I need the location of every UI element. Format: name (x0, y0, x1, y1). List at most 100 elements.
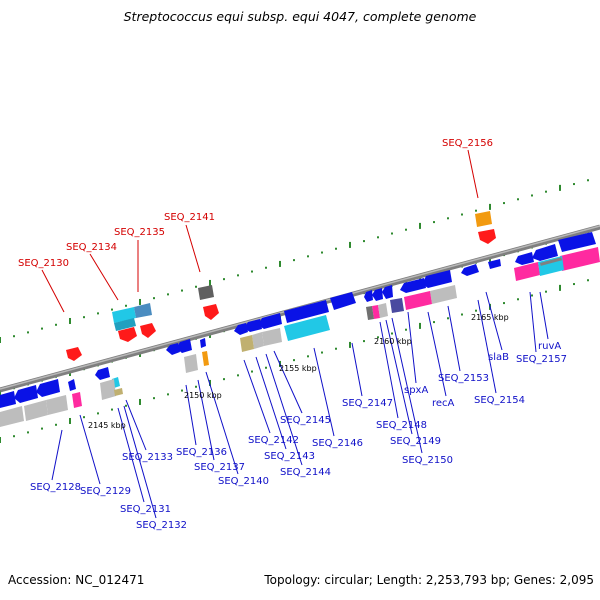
gene-label: SEQ_2141 (164, 212, 215, 223)
scale-label: 2160 kbp (374, 337, 412, 346)
gene-block (378, 303, 388, 318)
gene-block (372, 305, 380, 319)
leader-line (205, 371, 239, 475)
leader-line (385, 319, 413, 435)
leader-line (313, 347, 335, 437)
leader-line (477, 299, 497, 394)
leader-line (427, 311, 447, 397)
leader-line (539, 291, 549, 340)
gene-block (330, 292, 356, 310)
gene-label: SEQ_2132 (136, 520, 187, 531)
leader-line (467, 149, 479, 199)
leader-line (351, 342, 363, 397)
gene-label: SEQ_2137 (194, 462, 245, 473)
gene-block (114, 388, 123, 396)
gene-label-leaders (41, 149, 549, 519)
gene-arrow (234, 323, 248, 335)
gene-block (514, 262, 540, 281)
gene-block (202, 351, 209, 366)
gene-block (134, 303, 152, 318)
gene-label: SEQ_2143 (264, 451, 315, 462)
gene-label: SEQ_2148 (376, 420, 427, 431)
leader-line (79, 414, 101, 485)
gene-label: SEQ_2136 (176, 447, 227, 458)
rna-arrow (118, 327, 137, 342)
gene-label: SEQ_2129 (80, 486, 131, 497)
gene-arrow (382, 285, 393, 299)
gene-block (184, 354, 198, 373)
leader-line (125, 399, 147, 451)
gene-block (24, 400, 48, 421)
gene-label: SEQ_2153 (438, 373, 489, 384)
gene-block (100, 379, 116, 400)
gene-arrow (244, 319, 262, 332)
gene-label: SEQ_2154 (474, 395, 525, 406)
rna-arrow (140, 323, 156, 338)
tick-row-outer (0, 179, 589, 343)
gene-arrow (532, 244, 558, 261)
gene-arrow (258, 313, 282, 329)
gene-block (46, 395, 68, 415)
scale-label: 2165 kbp (471, 313, 509, 322)
gene-label: SEQ_2131 (120, 504, 171, 515)
gene-label: SEQ_2144 (280, 467, 331, 478)
topology-summary: Topology: circular; Length: 2,253,793 bp… (264, 573, 594, 587)
leader-line (41, 269, 65, 313)
gene-label: slaB (488, 352, 509, 363)
gene-label: ruvA (538, 341, 561, 352)
gene-block (560, 247, 600, 271)
gene-label: SEQ_2134 (66, 242, 117, 253)
rna-arrow (203, 304, 219, 320)
leader-line (89, 253, 119, 301)
gene-block (430, 285, 457, 304)
gene-arrow (488, 259, 501, 269)
gene-block (366, 306, 374, 320)
gene-arrow (372, 288, 383, 301)
gene-label: SEQ_2149 (390, 436, 441, 447)
gene-label: SEQ_2130 (18, 258, 69, 269)
gene-block (284, 315, 330, 341)
gene-block (114, 318, 136, 331)
leader-line (447, 305, 461, 372)
gene-block (262, 328, 282, 346)
scale-label: 2155 kbp (279, 364, 317, 373)
gene-arrow (515, 252, 534, 265)
gene-arrow (95, 367, 110, 380)
gene-arrow (36, 379, 60, 397)
leader-line (485, 291, 503, 351)
gene-arrow (400, 278, 426, 293)
scale-label: 2145 kbp (88, 421, 126, 430)
gene-label: SEQ_2128 (30, 482, 81, 493)
gene-arrow (176, 339, 192, 353)
gene-block (390, 298, 404, 313)
scale-label: 2150 kbp (184, 391, 222, 400)
gene-label: SEQ_2146 (312, 438, 363, 449)
gene-label: recA (432, 398, 455, 409)
leader-line (197, 379, 215, 461)
scale-labels: 2145 kbp 2150 kbp 2155 kbp 2160 kbp 2165 kbp (88, 313, 509, 430)
gene-arrow (461, 264, 479, 276)
gene-block (284, 300, 329, 323)
gene-labels: SEQ_2130 SEQ_2134 SEQ_2135 SEQ_2141 SEQ_2156… (18, 138, 567, 531)
map-title: Streptococcus equi subsp. equi 4047, com… (123, 9, 477, 24)
gene-arrow (200, 338, 206, 348)
gene-label: SEQ_2140 (218, 476, 269, 487)
leader-line (185, 224, 201, 273)
leader-line (123, 405, 157, 519)
gene-arrow (14, 385, 38, 403)
leader-line (265, 353, 303, 466)
leader-line (273, 350, 303, 414)
gene-block (198, 285, 214, 300)
gene-arrow (0, 391, 16, 408)
gene-block (558, 232, 596, 252)
gene-label: SEQ_2150 (402, 455, 453, 466)
gene-block (0, 406, 24, 427)
gene-label: SEQ_2135 (114, 227, 165, 238)
gene-label: SEQ_2156 (442, 138, 493, 149)
gene-label: SEQ_2142 (248, 435, 299, 446)
gene-label: SEQ_2133 (122, 452, 173, 463)
leader-line (379, 321, 399, 419)
gene-arrow (68, 379, 76, 391)
